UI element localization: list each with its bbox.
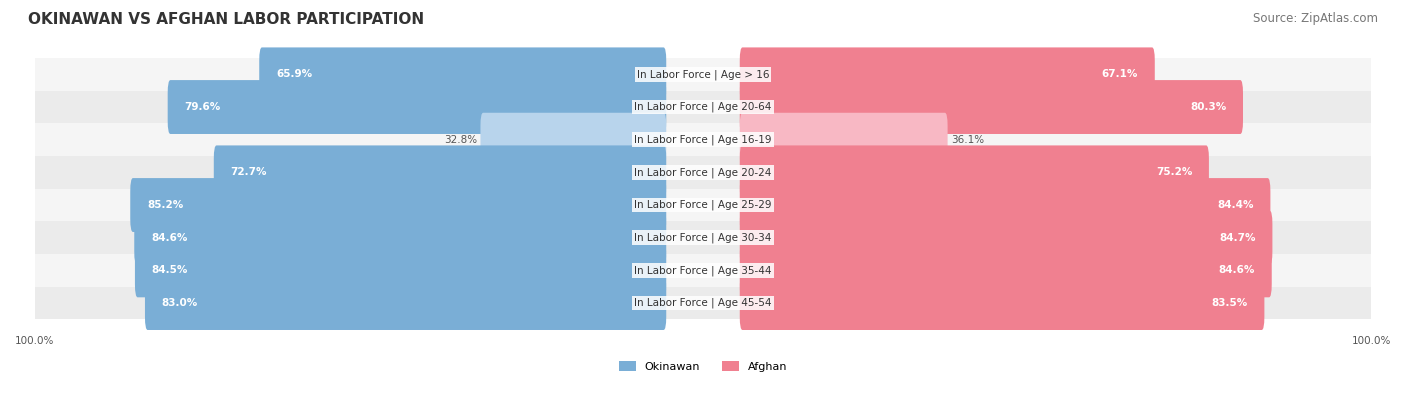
- FancyBboxPatch shape: [259, 47, 666, 102]
- Text: 83.5%: 83.5%: [1212, 298, 1247, 308]
- Text: In Labor Force | Age 30-34: In Labor Force | Age 30-34: [634, 232, 772, 243]
- FancyBboxPatch shape: [167, 80, 666, 134]
- FancyBboxPatch shape: [35, 221, 1371, 254]
- FancyBboxPatch shape: [740, 178, 1271, 232]
- Text: 80.3%: 80.3%: [1189, 102, 1226, 112]
- FancyBboxPatch shape: [740, 145, 1209, 199]
- Text: In Labor Force | Age > 16: In Labor Force | Age > 16: [637, 69, 769, 80]
- FancyBboxPatch shape: [740, 113, 948, 167]
- Text: 85.2%: 85.2%: [148, 200, 183, 210]
- FancyBboxPatch shape: [35, 156, 1371, 189]
- FancyBboxPatch shape: [35, 287, 1371, 320]
- FancyBboxPatch shape: [35, 254, 1371, 287]
- FancyBboxPatch shape: [35, 91, 1371, 123]
- FancyBboxPatch shape: [35, 58, 1371, 91]
- FancyBboxPatch shape: [740, 80, 1243, 134]
- FancyBboxPatch shape: [214, 145, 666, 199]
- FancyBboxPatch shape: [131, 178, 666, 232]
- Text: 72.7%: 72.7%: [231, 167, 267, 177]
- FancyBboxPatch shape: [740, 47, 1154, 102]
- Text: In Labor Force | Age 20-24: In Labor Force | Age 20-24: [634, 167, 772, 178]
- FancyBboxPatch shape: [135, 243, 666, 297]
- Text: 67.1%: 67.1%: [1102, 70, 1137, 79]
- Text: OKINAWAN VS AFGHAN LABOR PARTICIPATION: OKINAWAN VS AFGHAN LABOR PARTICIPATION: [28, 12, 425, 27]
- Text: In Labor Force | Age 25-29: In Labor Force | Age 25-29: [634, 200, 772, 210]
- Text: 84.5%: 84.5%: [152, 265, 188, 275]
- Text: 84.6%: 84.6%: [150, 233, 187, 243]
- Text: In Labor Force | Age 35-44: In Labor Force | Age 35-44: [634, 265, 772, 276]
- Text: 79.6%: 79.6%: [184, 102, 221, 112]
- Text: 75.2%: 75.2%: [1156, 167, 1192, 177]
- Text: In Labor Force | Age 45-54: In Labor Force | Age 45-54: [634, 298, 772, 308]
- FancyBboxPatch shape: [134, 211, 666, 265]
- Text: 65.9%: 65.9%: [276, 70, 312, 79]
- Text: Source: ZipAtlas.com: Source: ZipAtlas.com: [1253, 12, 1378, 25]
- Text: 84.6%: 84.6%: [1219, 265, 1256, 275]
- FancyBboxPatch shape: [35, 189, 1371, 221]
- Text: 83.0%: 83.0%: [162, 298, 198, 308]
- FancyBboxPatch shape: [740, 276, 1264, 330]
- Text: In Labor Force | Age 16-19: In Labor Force | Age 16-19: [634, 134, 772, 145]
- Text: 84.4%: 84.4%: [1218, 200, 1254, 210]
- FancyBboxPatch shape: [481, 113, 666, 167]
- FancyBboxPatch shape: [35, 123, 1371, 156]
- FancyBboxPatch shape: [145, 276, 666, 330]
- Text: 36.1%: 36.1%: [950, 135, 984, 145]
- Text: 32.8%: 32.8%: [444, 135, 477, 145]
- Text: 84.7%: 84.7%: [1219, 233, 1256, 243]
- FancyBboxPatch shape: [740, 211, 1272, 265]
- FancyBboxPatch shape: [740, 243, 1272, 297]
- Text: In Labor Force | Age 20-64: In Labor Force | Age 20-64: [634, 102, 772, 112]
- Legend: Okinawan, Afghan: Okinawan, Afghan: [614, 357, 792, 376]
